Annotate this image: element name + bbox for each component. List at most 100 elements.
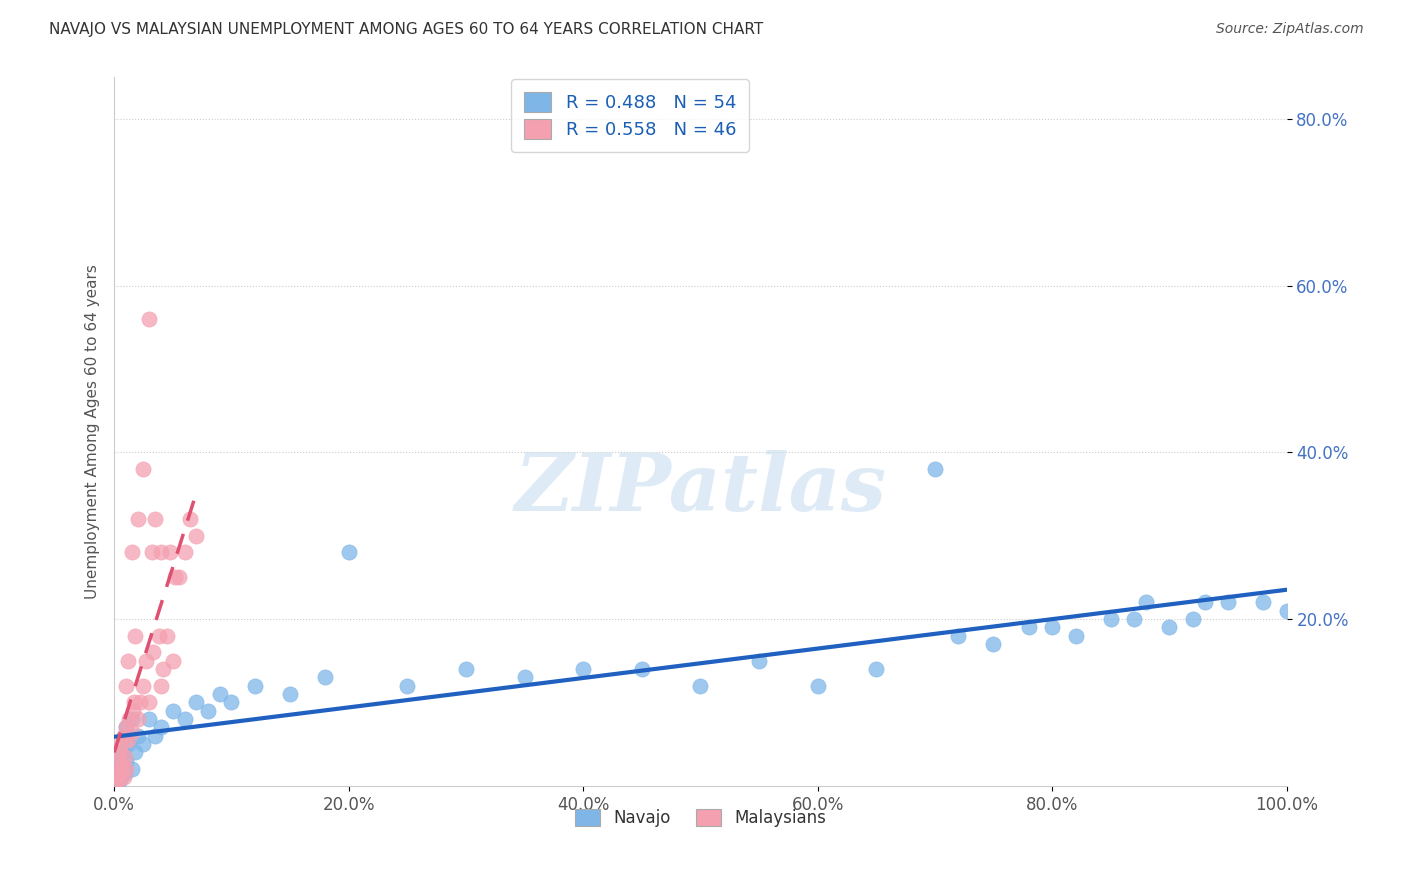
Point [152, 662, 174, 676]
Point [1275, 604, 1298, 618]
Point [337, 545, 360, 559]
Point [243, 679, 266, 693]
Point [1181, 612, 1204, 626]
Point [115, 762, 138, 776]
Point [1099, 612, 1122, 626]
Point [108, 766, 131, 780]
Point [108, 746, 131, 760]
Point [117, 733, 139, 747]
Point [108, 754, 131, 768]
Point [865, 662, 887, 676]
Point [111, 758, 134, 772]
Point [1064, 629, 1087, 643]
Point [115, 754, 138, 768]
Point [1040, 620, 1063, 634]
Point [165, 570, 187, 584]
Point [135, 654, 157, 668]
Point [142, 645, 165, 659]
Point [112, 729, 135, 743]
Point [208, 687, 231, 701]
Point [143, 729, 166, 743]
Point [110, 771, 132, 785]
Point [143, 512, 166, 526]
Point [150, 721, 173, 735]
Point [129, 696, 152, 710]
Point [108, 772, 131, 786]
Point [1216, 595, 1239, 609]
Point [121, 724, 143, 739]
Point [689, 679, 711, 693]
Point [138, 312, 160, 326]
Point [1018, 620, 1040, 634]
Point [117, 737, 139, 751]
Point [138, 712, 160, 726]
Point [159, 545, 181, 559]
Point [162, 654, 184, 668]
Point [156, 629, 179, 643]
Point [150, 545, 173, 559]
Point [122, 696, 145, 710]
Point [115, 721, 138, 735]
Point [572, 662, 595, 676]
Point [630, 662, 652, 676]
Point [138, 696, 160, 710]
Point [807, 679, 830, 693]
Point [141, 545, 163, 559]
Point [105, 771, 128, 785]
Point [112, 729, 135, 743]
Point [173, 712, 195, 726]
Point [150, 679, 173, 693]
Point [110, 737, 132, 751]
Text: ZIPatlas: ZIPatlas [515, 450, 886, 527]
Point [186, 696, 208, 710]
Point [1123, 612, 1146, 626]
Point [121, 762, 143, 776]
Point [115, 679, 138, 693]
Point [1135, 595, 1157, 609]
Point [167, 570, 190, 584]
Point [162, 704, 184, 718]
Point [1159, 620, 1181, 634]
Point [108, 774, 131, 789]
Point [127, 512, 149, 526]
Point [122, 704, 145, 718]
Point [924, 462, 946, 476]
Point [107, 771, 129, 785]
Point [186, 529, 208, 543]
Text: NAVAJO VS MALAYSIAN UNEMPLOYMENT AMONG AGES 60 TO 64 YEARS CORRELATION CHART: NAVAJO VS MALAYSIAN UNEMPLOYMENT AMONG A… [49, 22, 763, 37]
Point [132, 462, 155, 476]
Point [105, 774, 128, 789]
Point [114, 749, 136, 764]
Point [124, 746, 146, 760]
Point [314, 670, 336, 684]
Point [121, 712, 143, 726]
Point [132, 737, 155, 751]
Point [127, 729, 149, 743]
Point [197, 704, 219, 718]
Point [1194, 595, 1216, 609]
Point [454, 662, 477, 676]
Point [748, 654, 770, 668]
Point [173, 545, 195, 559]
Point [107, 762, 129, 776]
Point [121, 545, 143, 559]
Point [115, 721, 138, 735]
Point [132, 679, 155, 693]
Text: Source: ZipAtlas.com: Source: ZipAtlas.com [1216, 22, 1364, 37]
Point [396, 679, 419, 693]
Legend: Navajo, Malaysians: Navajo, Malaysians [568, 803, 832, 834]
Point [111, 746, 134, 760]
Point [110, 762, 132, 776]
Point [114, 766, 136, 780]
Point [127, 712, 149, 726]
Point [983, 637, 1005, 651]
Point [179, 512, 201, 526]
Point [124, 629, 146, 643]
Point [148, 629, 170, 643]
Point [112, 762, 135, 776]
Point [948, 629, 970, 643]
Point [278, 687, 301, 701]
Point [221, 696, 243, 710]
Point [513, 670, 536, 684]
Point [117, 654, 139, 668]
